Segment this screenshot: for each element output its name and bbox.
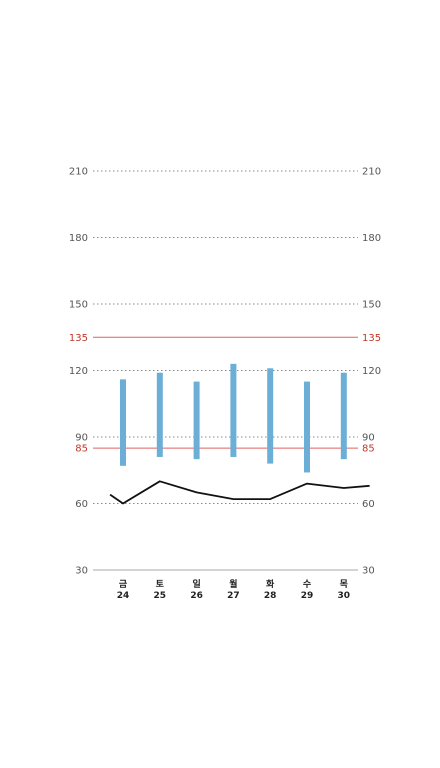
range-bar	[120, 379, 126, 466]
x-day-label: 목	[340, 579, 348, 590]
reference-label-right: 135	[362, 333, 381, 344]
trend-line-group	[109, 480, 370, 505]
y-tick-label-left: 210	[69, 167, 88, 178]
range-bar	[156, 372, 163, 457]
y-tick-label-left: 180	[69, 233, 88, 244]
x-day-label: 화	[266, 578, 275, 590]
x-date-label: 28	[264, 591, 277, 601]
range-bar	[193, 381, 200, 460]
x-date-label: 24	[117, 591, 130, 601]
x-day-label: 금	[119, 579, 128, 590]
trend-line	[109, 480, 370, 505]
y-tick-label-left: 90	[75, 433, 88, 444]
y-tick-label-right: 150	[362, 300, 381, 311]
reference-lines	[93, 336, 358, 449]
x-date-label: 30	[338, 591, 351, 601]
range-bars	[120, 363, 347, 473]
y-tick-label-right: 30	[362, 566, 375, 577]
x-day-label: 일	[192, 578, 200, 590]
y-tick-label-right: 60	[362, 499, 375, 510]
x-day-label: 토	[156, 579, 165, 590]
x-axis: 금24 토25 일26 월27 화28 수29 목30	[117, 578, 350, 601]
range-bar	[304, 381, 310, 473]
y-axis-right: 30 60 90 120 150 180 210 85 135	[362, 167, 381, 577]
reference-label-left: 135	[69, 333, 88, 344]
y-tick-label-right: 90	[362, 433, 375, 444]
y-tick-label-left: 150	[69, 300, 88, 311]
range-bar	[340, 372, 347, 460]
range-bar	[267, 368, 274, 464]
y-tick-label-right: 120	[362, 366, 381, 377]
reference-label-right: 85	[362, 444, 375, 455]
range-bar	[230, 363, 237, 457]
y-tick-label-right: 180	[362, 233, 381, 244]
y-tick-label-left: 60	[75, 499, 88, 510]
y-tick-label-left: 120	[69, 366, 88, 377]
reference-label-left: 85	[75, 444, 88, 455]
x-date-label: 27	[227, 591, 240, 601]
gridlines	[93, 170, 358, 571]
x-date-label: 26	[190, 591, 203, 601]
y-axis-left: 30 60 90 120 150 180 210 85 135	[69, 167, 88, 577]
y-tick-label-right: 210	[362, 167, 381, 178]
y-tick-label-left: 30	[75, 566, 88, 577]
x-day-label: 수	[303, 579, 311, 590]
x-date-label: 25	[154, 591, 167, 601]
x-date-label: 29	[301, 591, 314, 601]
x-day-label: 월	[229, 578, 237, 590]
